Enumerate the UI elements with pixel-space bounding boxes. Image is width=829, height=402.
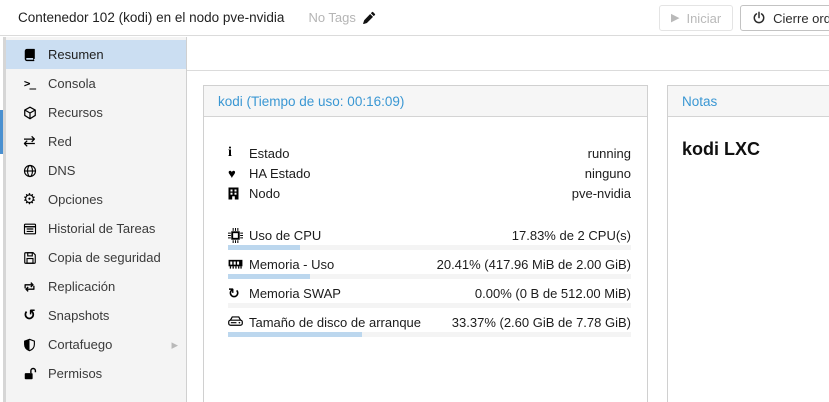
sidebar-item-permisos[interactable]: Permisos <box>6 359 186 388</box>
history-icon: ↺ <box>23 307 36 324</box>
stat-row-nodo: Nodo pve-nvidia <box>228 183 631 203</box>
stat-row-estado: i Estado running <box>228 145 631 161</box>
sidebar-item-red[interactable]: ⇄ Red <box>6 127 186 156</box>
shutdown-button[interactable]: Cierre ordenado <box>740 5 829 31</box>
sidebar-item-label: Snapshots <box>48 308 110 323</box>
sidebar-item-historial-de-tareas[interactable]: Historial de Tareas <box>6 214 186 243</box>
content-toolbar <box>187 37 829 71</box>
sidebar-item-consola[interactable]: >_ Consola <box>6 69 186 98</box>
shield-icon <box>21 338 38 352</box>
sidebar-item-label: Opciones <box>48 192 103 207</box>
main-area: Resumen >_ Consola Recursos ⇄ Red <box>0 37 829 402</box>
power-icon <box>752 11 766 25</box>
splitter-track <box>3 37 6 402</box>
splitter-thumb[interactable] <box>0 110 3 154</box>
page-title: Contenedor 102 (kodi) en el nodo pve-nvi… <box>18 10 285 25</box>
building-icon <box>228 187 244 200</box>
sidebar-item-copia-de-seguridad[interactable]: Copia de seguridad <box>6 243 186 272</box>
heartbeat-icon: ♥ <box>228 165 236 181</box>
info-icon: i <box>228 145 232 160</box>
floppy-icon <box>21 251 38 265</box>
play-icon: ▶ <box>671 11 680 24</box>
bootdisk-usage-meter: Tamaño de disco de arranque 33.37% (2.60… <box>228 312 631 337</box>
boot-disk-icon <box>228 315 244 329</box>
sidebar-item-opciones[interactable]: ⚙ Opciones <box>6 185 186 214</box>
task-list-icon <box>21 222 38 236</box>
bootdisk-usage-value: 33.37% (2.60 GiB de 7.78 GiB) <box>451 314 631 330</box>
sidebar-item-cortafuego[interactable]: Cortafuego ▸ <box>6 330 186 359</box>
book-icon <box>21 48 38 62</box>
exchange-arrows-icon: ⇄ <box>23 133 36 150</box>
cpu-progress-bar <box>228 245 631 250</box>
sidebar-item-resumen[interactable]: Resumen <box>6 40 186 69</box>
gear-icon: ⚙ <box>22 191 37 208</box>
sidebar-item-recursos[interactable]: Recursos <box>6 98 186 127</box>
terminal-icon: >_ <box>23 77 36 90</box>
swap-usage-value: 0.00% (0 B de 512.00 MiB) <box>474 285 631 301</box>
bootdisk-progress-bar <box>228 332 631 337</box>
sidebar-menu: Resumen >_ Consola Recursos ⇄ Red <box>6 37 187 402</box>
sidebar-item-label: Replicación <box>48 279 116 294</box>
sidebar-item-label: Historial de Tareas <box>48 221 156 236</box>
top-header: Contenedor 102 (kodi) en el nodo pve-nvi… <box>0 0 829 36</box>
notes-content: kodi LXC <box>682 139 761 159</box>
edit-pencil-icon[interactable] <box>362 11 376 25</box>
cpu-usage-meter: Uso de CPU 17.83% de 2 CPU(s) <box>228 225 631 250</box>
retweet-icon <box>21 280 38 294</box>
cube-icon <box>21 106 38 120</box>
header-actions: ▶ Iniciar Cierre ordenado <box>659 5 829 31</box>
status-panel-title: kodi (Tiempo de uso: 00:16:09) <box>218 93 405 109</box>
globe-icon <box>21 164 38 178</box>
memory-usage-value: 20.41% (417.96 MiB de 2.00 GiB) <box>436 256 631 272</box>
swap-usage-meter: ↻ Memoria SWAP 0.00% (0 B de 512.00 MiB) <box>228 283 631 308</box>
estado-value: running <box>587 145 631 161</box>
cpu-icon <box>228 227 244 243</box>
status-panel-body: i Estado running ♥ HA Estado ninguno <box>204 117 647 337</box>
sidebar-item-label: Resumen <box>48 47 104 62</box>
start-button[interactable]: ▶ Iniciar <box>659 5 734 31</box>
tags-editor[interactable]: No Tags <box>308 10 376 25</box>
swap-progress-bar <box>228 303 631 308</box>
sidebar-item-label: Recursos <box>48 105 103 120</box>
status-panel: kodi (Tiempo de uso: 00:16:09) i Estado … <box>203 85 648 402</box>
submenu-caret-icon: ▸ <box>171 336 178 352</box>
cpu-usage-value: 17.83% de 2 CPU(s) <box>511 227 631 243</box>
sidebar-item-dns[interactable]: DNS <box>6 156 186 185</box>
notes-panel-header: Notas <box>668 86 829 117</box>
sidebar-item-label: Copia de seguridad <box>48 250 161 265</box>
sidebar-item-label: Consola <box>48 76 96 91</box>
stat-row-ha-estado: ♥ HA Estado ninguno <box>228 165 631 181</box>
ha-estado-value: ninguno <box>584 165 631 181</box>
unlock-icon <box>21 367 38 381</box>
sidebar-item-label: Permisos <box>48 366 103 381</box>
notes-panel-title: Notas <box>682 93 718 109</box>
content-area: kodi (Tiempo de uso: 00:16:09) i Estado … <box>187 37 829 402</box>
sidebar-item-label: Cortafuego <box>48 337 113 352</box>
memory-icon <box>228 258 244 270</box>
notes-panel-body[interactable]: kodi LXC <box>668 117 829 160</box>
no-tags-label: No Tags <box>308 10 356 25</box>
sidebar-item-label: DNS <box>48 163 76 178</box>
swap-refresh-icon: ↻ <box>228 284 240 301</box>
memory-usage-meter: Memoria - Uso 20.41% (417.96 MiB de 2.00… <box>228 254 631 279</box>
notes-panel: Notas kodi LXC <box>667 85 829 402</box>
sidebar-item-snapshots[interactable]: ↺ Snapshots <box>6 301 186 330</box>
memory-progress-bar <box>228 274 631 279</box>
tree-splitter <box>0 37 6 402</box>
nodo-value: pve-nvidia <box>571 185 631 201</box>
sidebar-item-replicacion[interactable]: Replicación <box>6 272 186 301</box>
sidebar-item-label: Red <box>48 134 72 149</box>
status-panel-header: kodi (Tiempo de uso: 00:16:09) <box>204 86 647 117</box>
